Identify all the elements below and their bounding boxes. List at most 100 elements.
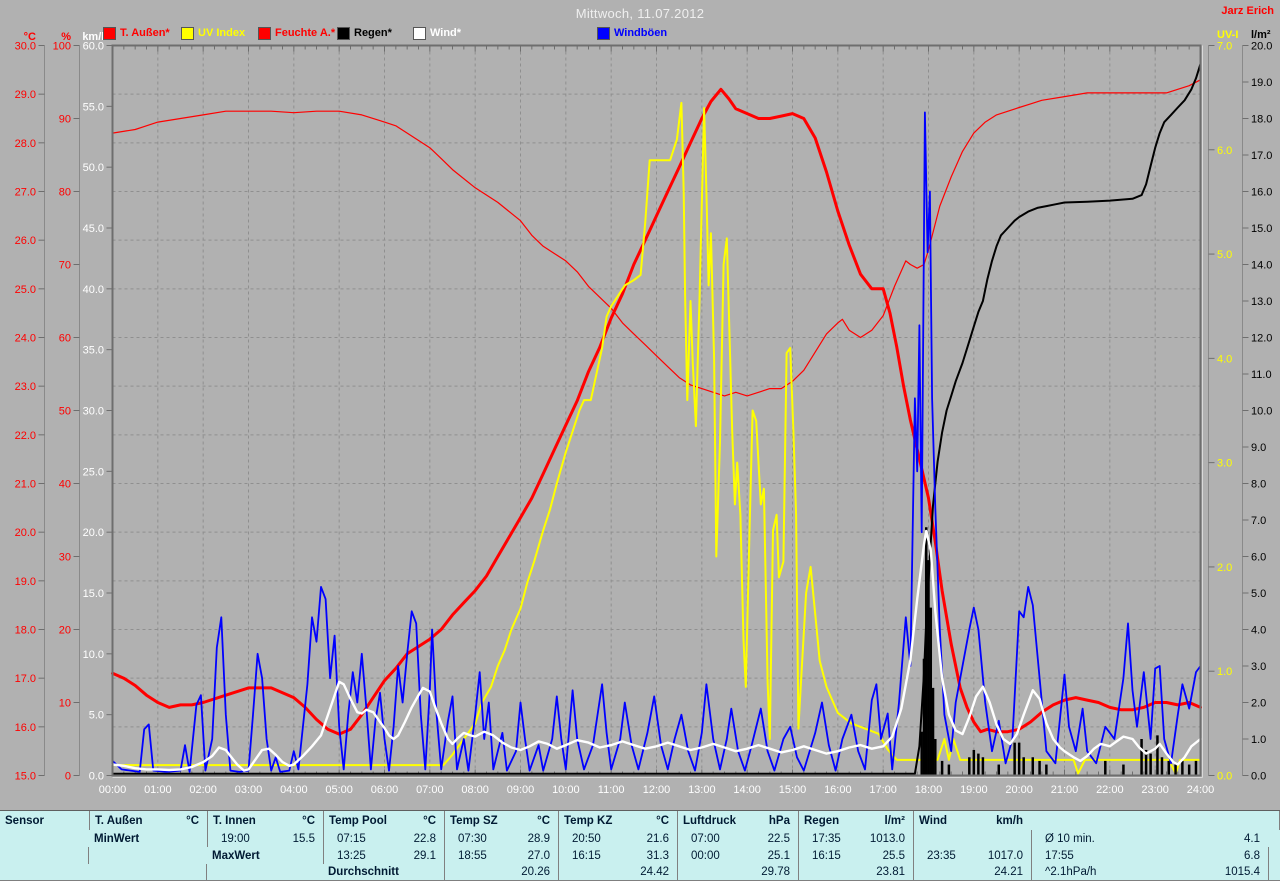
x-axis-labels: 00:00 01:00 02:00 03:00 04:00 05:00 06:00 07:00… (99, 784, 1215, 796)
table-cell-luftdruck: Luftdruck hPa (677, 811, 798, 830)
table-cell-wind: Ø 10 min. 4.1 (1031, 830, 1268, 847)
svg-text:16.0: 16.0 (15, 722, 36, 734)
table-edge (207, 864, 323, 880)
svg-text:05:00: 05:00 (325, 784, 353, 796)
svg-text:12.0: 12.0 (1251, 333, 1272, 345)
table-cell-temp-kz: 24.21 (913, 864, 1031, 880)
chart-canvas: 15.0 16.0 17.0 18.0 19.0 20.0 21.0 22.0 23.0 24.0… (15, 29, 1273, 796)
table-cell-wind: Wind km/h (913, 811, 1031, 830)
table-text: 29.78 (761, 866, 790, 878)
table-text: 15.5 (292, 832, 315, 845)
svg-text:15.0: 15.0 (1251, 223, 1272, 235)
page-title: Mittwoch, 11.07.2012 (575, 6, 705, 21)
svg-text:4.0: 4.0 (1251, 625, 1266, 637)
svg-text:60.0: 60.0 (83, 41, 104, 53)
table-text: Sensor (5, 814, 44, 827)
table-cell-temp-sz: 23.81 (798, 864, 913, 880)
table-text: 31.3 (646, 849, 669, 862)
table-text: 27.0 (527, 849, 550, 862)
svg-text:25.0: 25.0 (83, 466, 104, 478)
svg-text:11:00: 11:00 (598, 784, 625, 796)
series-wind- (111, 529, 1202, 772)
table-text: °C (302, 814, 315, 827)
svg-text:km/h: km/h (82, 31, 108, 43)
svg-text:0.0: 0.0 (1251, 771, 1266, 783)
svg-text:25.0: 25.0 (15, 284, 36, 296)
table-text: 28.9 (527, 832, 550, 845)
legend-color-swatch (181, 26, 194, 40)
svg-text:02:00: 02:00 (189, 784, 217, 796)
table-edge (0, 830, 89, 847)
table-cell-temp-kz: 16:15 25.5 (798, 847, 913, 864)
weather-chart: 15.0 16.0 17.0 18.0 19.0 20.0 21.0 22.0 23.0 24.0… (15, 29, 1273, 796)
table-cell-t-innen: 24.42 (558, 864, 677, 880)
table-text: Wind (919, 814, 947, 827)
legend-color-swatch (597, 26, 610, 40)
table-text: Ø 10 min. (1045, 832, 1095, 845)
svg-text:01:00: 01:00 (144, 784, 172, 796)
svg-text:30.0: 30.0 (83, 406, 104, 418)
svg-text:13:00: 13:00 (688, 784, 716, 796)
svg-text:7.0: 7.0 (1217, 41, 1232, 53)
legend-item-wind-: Wind* (413, 26, 461, 40)
legend-item-uv-index: UV Index (181, 26, 245, 40)
svg-text:23:00: 23:00 (1141, 784, 1169, 796)
axis-temp: 15.0 16.0 17.0 18.0 19.0 20.0 21.0 22.0 23.0 24.0… (15, 41, 45, 783)
author-name: Jarz Erich (1221, 5, 1274, 17)
table-edge (89, 847, 207, 864)
table-text: 16:15 (812, 849, 841, 862)
table-text: 18:00 (1269, 850, 1280, 862)
series-feuchte-a- (111, 79, 1202, 397)
table-cell-t-au-en: 19:00 15.5 (207, 830, 323, 847)
svg-text:l/m²: l/m² (1251, 29, 1271, 41)
svg-text:3.0: 3.0 (1251, 661, 1266, 673)
svg-text:10.0: 10.0 (83, 649, 104, 661)
table-text: T. Außen (95, 814, 143, 827)
table-text: hPa (768, 814, 790, 827)
table-cell-temp-kz: 07:00 22.5 (677, 830, 798, 847)
svg-text:03:00: 03:00 (235, 784, 263, 796)
table-text: 13:25 (337, 849, 366, 862)
table-cell-regen (913, 830, 1031, 847)
table-text: 07:00 (691, 832, 720, 845)
table-text: 07:30 (458, 832, 487, 845)
table-text: 25.1 (767, 849, 790, 862)
table-cell-temp-sz: 00:00 25.1 (677, 847, 798, 864)
svg-text:13.0: 13.0 (1251, 296, 1272, 308)
table-text: 29.1 (413, 849, 436, 862)
svg-text:18:00: 18:00 (915, 784, 943, 796)
chart-legend: T. Außen* UV Index Feuchte A.* Regen* Wind* W… (0, 0, 1280, 44)
svg-text:17.0: 17.0 (15, 673, 36, 685)
svg-text:04:00: 04:00 (280, 784, 308, 796)
legend-item-feuchte-a-: Feuchte A.* (258, 26, 335, 40)
legend-color-swatch (103, 26, 116, 40)
table-text: 19:00 (221, 832, 250, 845)
grid-lines (112, 45, 1201, 776)
table-text: 17:35 (812, 832, 841, 845)
table-text: 24.21 (994, 866, 1023, 878)
table-text: 00:00 (691, 849, 720, 862)
svg-text:09:00: 09:00 (507, 784, 535, 796)
svg-text:15.0: 15.0 (15, 771, 36, 783)
svg-text:55.0: 55.0 (83, 101, 104, 113)
svg-text:2.0: 2.0 (1217, 562, 1232, 574)
legend-item-regen-: Regen* (337, 26, 392, 40)
axis-wind: 0.0 5.0 10.0 15.0 20.0 25.0 30.0 35.0 40.0 45.0 50… (83, 41, 113, 783)
svg-text:40.0: 40.0 (83, 284, 104, 296)
table-text: Temp Pool (329, 814, 387, 827)
table-text: 1015.4 (1224, 866, 1260, 878)
table-text: 22.8 (413, 832, 436, 845)
svg-text:11.0: 11.0 (1251, 369, 1272, 381)
stats-table: Sensor T. Außen °C T. Innen °C Temp Pool °C Tem… (0, 810, 1280, 881)
svg-text:40: 40 (59, 479, 71, 491)
table-text: ^2.1hPa/h (1045, 866, 1097, 878)
table-cell-regen: Regen l/m² (798, 811, 913, 830)
axis-rain: 0.0 1.0 2.0 3.0 4.0 5.0 6.0 7.0 8.0 9.0 10.0 11.0 12… (1242, 41, 1272, 783)
table-cell-temp-pool: Temp Pool °C (323, 811, 444, 830)
table-text: °C (656, 814, 669, 827)
legend-color-swatch (413, 26, 426, 40)
table-text: 23.81 (876, 866, 905, 878)
svg-text:15.0: 15.0 (83, 588, 104, 600)
svg-text:2.0: 2.0 (1251, 698, 1266, 710)
table-text: km/h (996, 814, 1023, 827)
